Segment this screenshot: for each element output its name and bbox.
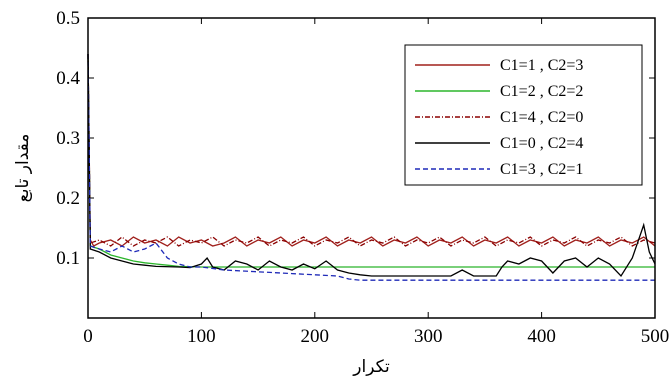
- tick-layer: 0 100 200 300 400 500 0.1 0.2 0.3 0.4 0.5: [56, 8, 669, 347]
- legend-label-4: C1=0 , C2=4: [500, 135, 583, 152]
- series-line-3: [87, 53, 656, 247]
- series-line-4: [87, 53, 656, 278]
- legend-box: [404, 44, 643, 186]
- series-layer: [87, 53, 656, 281]
- legend-label-1: C1=1 , C2=3: [500, 57, 583, 74]
- x-tick-label: 300: [414, 326, 443, 347]
- y-axis-label: مقدار تابع: [13, 134, 33, 203]
- legend: C1=1 , C2=3 C1=2 , C2=2 C1=4 , C2=0 C1=0 , …: [404, 44, 643, 186]
- x-tick-label: 200: [301, 326, 330, 347]
- legend-label-3: C1=4 , C2=0: [500, 109, 583, 126]
- x-tick-label: 100: [187, 326, 216, 347]
- y-tick-label: 0.2: [56, 188, 80, 209]
- series-line-2: [87, 53, 655, 268]
- legend-label-2: C1=2 , C2=2: [500, 83, 583, 100]
- y-tick-label: 0.4: [56, 68, 80, 89]
- plot-frame: [87, 17, 656, 319]
- y-tick-label: 0.5: [56, 8, 80, 29]
- y-tick-label: 0.1: [56, 248, 80, 269]
- y-tick-label: 0.3: [56, 128, 80, 149]
- x-tick-label: 0: [83, 326, 93, 347]
- x-tick-label: 500: [641, 326, 670, 347]
- series-line-1: [87, 53, 656, 247]
- x-axis-label: تکرار: [352, 357, 390, 377]
- x-tick-label: 400: [527, 326, 556, 347]
- legend-label-5: C1=3 , C2=1: [500, 161, 583, 178]
